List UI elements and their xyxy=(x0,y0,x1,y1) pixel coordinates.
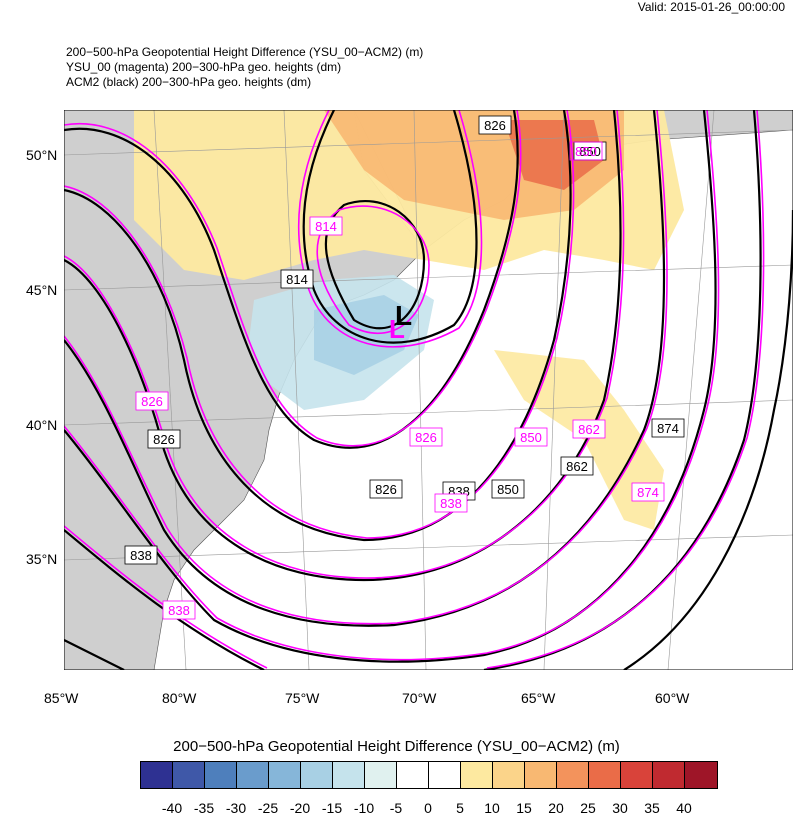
title-line-3: ACM2 (black) 200−300-hPa geo. heights (d… xyxy=(66,75,312,89)
low-marker-ysu: L xyxy=(389,314,405,344)
acm2-contours xyxy=(63,109,793,672)
contour-labels: 826 850 814 826 826 838 850 862 874 838 … xyxy=(124,115,685,620)
lat-label-45: 45°N xyxy=(26,282,58,298)
valid-time: Valid: 2015-01-26_00:00:00 xyxy=(637,0,785,14)
colorbar-label-15: 35 xyxy=(644,800,660,816)
magenta-label-874: 874 xyxy=(637,485,659,500)
colorbar-box-7 xyxy=(365,762,397,788)
colorbar-box-11 xyxy=(493,762,525,788)
colorbar-label-1: -35 xyxy=(193,800,215,816)
negative-diff-core xyxy=(314,295,419,375)
low-marker-acm2: L xyxy=(395,300,412,331)
colorbar-label-2: -30 xyxy=(225,800,247,816)
lon-label-65: 65°W xyxy=(521,690,556,706)
lon-label-75: 75°W xyxy=(285,690,320,706)
colorbar-box-10 xyxy=(461,762,493,788)
colorbar-label-0: -40 xyxy=(161,800,183,816)
magenta-label-862: 862 xyxy=(578,422,600,437)
colorbar-box-2 xyxy=(205,762,237,788)
colorbar-label-6: -10 xyxy=(353,800,375,816)
black-label-826-top: 826 xyxy=(484,118,506,133)
lat-label-50: 50°N xyxy=(26,147,58,163)
black-label-850-top: 850 xyxy=(579,144,601,159)
colorbar-box-9 xyxy=(429,762,461,788)
lat-label-35: 35°N xyxy=(26,551,58,567)
lon-label-80: 80°W xyxy=(162,690,197,706)
black-label-814: 814 xyxy=(286,272,308,287)
colorbar-box-8 xyxy=(397,762,429,788)
colorbar-label-14: 30 xyxy=(612,800,628,816)
title-line-2: YSU_00 (magenta) 200−300-hPa geo. height… xyxy=(66,60,342,74)
lon-label-70: 70°W xyxy=(402,690,437,706)
colorbar xyxy=(140,761,718,789)
colorbar-label-8: 0 xyxy=(424,800,432,816)
colorbar-label-12: 20 xyxy=(548,800,564,816)
black-label-850-mid: 850 xyxy=(497,482,519,497)
colorbar-box-6 xyxy=(333,762,365,788)
colorbar-label-13: 25 xyxy=(580,800,596,816)
magenta-label-814: 814 xyxy=(315,219,337,234)
colorbar-label-10: 10 xyxy=(484,800,500,816)
magenta-label-850-top: 850 xyxy=(575,144,597,159)
colorbar-label-7: -5 xyxy=(389,800,403,816)
colorbar-box-14 xyxy=(589,762,621,788)
colorbar-title: 200−500-hPa Geopotential Height Differen… xyxy=(173,738,620,755)
colorbar-box-4 xyxy=(269,762,301,788)
magenta-label-838-left: 838 xyxy=(168,603,190,618)
colorbar-box-15 xyxy=(621,762,653,788)
magenta-label-826-mid: 826 xyxy=(415,430,437,445)
colorbar-box-12 xyxy=(525,762,557,788)
colorbar-label-11: 15 xyxy=(516,800,532,816)
magenta-label-850-mid: 850 xyxy=(520,430,542,445)
lat-label-40: 40°N xyxy=(26,417,58,433)
magenta-label-826-left: 826 xyxy=(141,394,163,409)
colorbar-box-3 xyxy=(237,762,269,788)
colorbar-label-5: -15 xyxy=(321,800,343,816)
colorbar-labels: -40 -35 -30 -25 -20 -15 -10 -5 0 5 10 15 20 25 30 35 40 xyxy=(0,800,793,820)
colorbar-box-16 xyxy=(653,762,685,788)
map-canvas: 826 850 814 826 826 838 850 862 874 838 … xyxy=(63,109,793,672)
colorbar-box-1 xyxy=(173,762,205,788)
colorbar-box-17 xyxy=(685,762,717,788)
black-label-826-mid: 826 xyxy=(375,482,397,497)
colorbar-label-3: -25 xyxy=(257,800,279,816)
magenta-label-838-mid: 838 xyxy=(440,496,462,511)
black-label-826-left: 826 xyxy=(153,432,175,447)
title-line-1: 200−500-hPa Geopotential Height Differen… xyxy=(66,45,424,59)
black-label-838-left: 838 xyxy=(130,548,152,563)
colorbar-box-13 xyxy=(557,762,589,788)
colorbar-label-9: 5 xyxy=(456,800,464,816)
map-panel: 826 850 814 826 826 838 850 862 874 838 … xyxy=(63,109,793,672)
ysu-contours xyxy=(63,109,765,669)
colorbar-label-16: 40 xyxy=(676,800,692,816)
colorbar-box-0 xyxy=(141,762,173,788)
plot-titles: 200−500-hPa Geopotential Height Differen… xyxy=(66,45,423,90)
colorbar-label-4: -20 xyxy=(289,800,311,816)
colorbar-box-5 xyxy=(301,762,333,788)
lon-label-60: 60°W xyxy=(655,690,690,706)
black-label-862: 862 xyxy=(566,459,588,474)
black-label-874: 874 xyxy=(657,421,679,436)
lon-label-85: 85°W xyxy=(44,690,79,706)
